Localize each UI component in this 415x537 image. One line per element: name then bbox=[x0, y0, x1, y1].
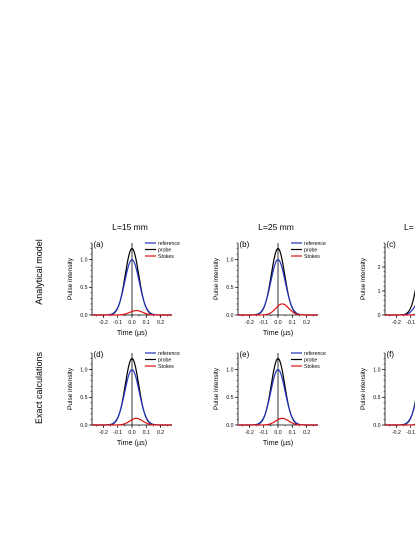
x-tick-label: -0.1 bbox=[406, 320, 415, 326]
legend-label-stokes: Stokes bbox=[158, 254, 174, 260]
x-tick-label: -0.2 bbox=[99, 320, 108, 326]
legend-label-reference: reference bbox=[304, 351, 326, 357]
y-tick-label: 1.0 bbox=[226, 367, 233, 373]
x-tick-label: 0.0 bbox=[128, 430, 135, 436]
y-tick-label: 0.0 bbox=[373, 423, 380, 429]
series-probe-line bbox=[385, 288, 415, 316]
y-tick-label: 0.5 bbox=[80, 285, 87, 291]
y-axis-title: Pulse intensity bbox=[67, 257, 74, 300]
y-axis-title: Pulse intensity bbox=[67, 367, 74, 410]
y-axis-title: Pulse intensity bbox=[360, 257, 367, 300]
y-tick-label: 0.0 bbox=[80, 423, 87, 429]
x-tick-label: -0.2 bbox=[245, 430, 254, 436]
x-tick-label: 0.1 bbox=[289, 320, 296, 326]
legend-label-stokes: Stokes bbox=[158, 364, 174, 370]
panel-a: 0.0 0.5 1.0 -0.2 -0.1 0.0 0.1 0.2 Time (µs) Pulse… bbox=[67, 240, 180, 337]
y-tick-label: 0.5 bbox=[80, 395, 87, 401]
x-tick-label: -0.1 bbox=[406, 430, 415, 436]
y-axis-title: Pulse intensity bbox=[360, 367, 367, 410]
panel-label: (c) bbox=[387, 240, 397, 249]
legend-label-probe: probe bbox=[158, 247, 171, 253]
x-tick-label: -0.1 bbox=[259, 430, 268, 436]
y-tick-label: 0.0 bbox=[80, 313, 87, 319]
column-title-3: L= bbox=[404, 222, 414, 232]
panel-label: (f) bbox=[387, 350, 395, 359]
x-tick-label: 0.0 bbox=[128, 320, 135, 326]
x-tick-label: -0.1 bbox=[259, 320, 268, 326]
y-tick-label: 2 bbox=[378, 265, 381, 271]
x-tick-label: -0.2 bbox=[245, 320, 254, 326]
x-tick-label: 0.0 bbox=[274, 320, 281, 326]
legend-label-reference: reference bbox=[158, 241, 180, 247]
y-tick-label: 0.5 bbox=[226, 285, 233, 291]
y-tick-label: 0.0 bbox=[226, 423, 233, 429]
x-tick-label: -0.1 bbox=[113, 430, 122, 436]
x-tick-label: -0.2 bbox=[392, 430, 401, 436]
x-axis-title: Time (µs) bbox=[263, 328, 293, 337]
legend-label-reference: reference bbox=[158, 351, 180, 357]
panel-b: 0.0 0.5 1.0 -0.2 -0.1 0.0 0.1 0.2 Time (µs) Pulse… bbox=[213, 240, 326, 337]
x-tick-label: 0.2 bbox=[157, 320, 164, 326]
x-tick-label: 0.2 bbox=[303, 320, 310, 326]
y-axis-title: Pulse intensity bbox=[213, 367, 220, 410]
x-axis-title: Time (µs) bbox=[117, 328, 147, 337]
series-stokes-line bbox=[238, 303, 318, 316]
panel-d: 0.0 0.5 1.0 -0.2 -0.1 0.0 0.1 0.2 Time (µs) Pulse… bbox=[67, 350, 180, 447]
legend-label-probe: probe bbox=[158, 357, 171, 363]
series-probe-line bbox=[385, 399, 415, 426]
panel-label: (a) bbox=[94, 240, 104, 249]
panel-label: (e) bbox=[240, 350, 250, 359]
series-stokes-line bbox=[92, 309, 172, 316]
y-tick-label: 1.0 bbox=[226, 257, 233, 263]
panel-label: (b) bbox=[240, 240, 250, 249]
series-reference-line bbox=[385, 401, 415, 426]
x-tick-label: 0.0 bbox=[274, 430, 281, 436]
legend-label-reference: reference bbox=[304, 241, 326, 247]
x-tick-label: 0.2 bbox=[157, 430, 164, 436]
x-tick-label: -0.2 bbox=[392, 320, 401, 326]
legend-label-probe: probe bbox=[304, 357, 317, 363]
series-stokes-line bbox=[238, 417, 318, 426]
series-stokes-line bbox=[92, 417, 172, 426]
panel-c: 012-0.2-0.10.00.10.2TimPulse intensity(c… bbox=[360, 240, 415, 326]
panel-label: (d) bbox=[94, 350, 104, 359]
panel-e: 0.0 0.5 1.0 -0.2 -0.1 0.0 0.1 0.2 Time (µs) Pulse… bbox=[213, 350, 326, 447]
x-tick-label: 0.1 bbox=[143, 430, 150, 436]
x-axis-title: Time (µs) bbox=[263, 438, 293, 447]
y-tick-label: 0.5 bbox=[373, 395, 380, 401]
x-tick-label: -0.2 bbox=[99, 430, 108, 436]
legend-label-stokes: Stokes bbox=[304, 254, 320, 260]
y-tick-label: 1 bbox=[378, 289, 381, 295]
series-stokes-line bbox=[385, 423, 415, 426]
x-axis-title: Time (µs) bbox=[117, 438, 147, 447]
row-label-analytical: Analytical model bbox=[34, 239, 44, 305]
y-axis-title: Pulse intensity bbox=[213, 257, 220, 300]
series-stokes-line bbox=[385, 313, 415, 316]
column-title-1: L=15 mm bbox=[112, 222, 148, 232]
y-tick-label: 1.0 bbox=[80, 367, 87, 373]
y-tick-label: 0.0 bbox=[226, 313, 233, 319]
x-tick-label: 0.1 bbox=[143, 320, 150, 326]
column-title-2: L=25 mm bbox=[258, 222, 294, 232]
row-label-exact: Exact calculations bbox=[34, 351, 44, 424]
legend-label-probe: probe bbox=[304, 247, 317, 253]
y-tick-label: 0.5 bbox=[226, 395, 233, 401]
y-tick-label: 1.0 bbox=[80, 257, 87, 263]
x-tick-label: -0.1 bbox=[113, 320, 122, 326]
legend-label-stokes: Stokes bbox=[304, 364, 320, 370]
x-tick-label: 0.1 bbox=[289, 430, 296, 436]
y-tick-label: 1.0 bbox=[373, 367, 380, 373]
panel-f: 0.00.51.0-0.2-0.10.00.10.2TiPulse intens… bbox=[360, 350, 415, 436]
series-reference-line bbox=[385, 304, 415, 316]
y-tick-label: 0 bbox=[378, 313, 381, 319]
x-tick-label: 0.2 bbox=[303, 430, 310, 436]
